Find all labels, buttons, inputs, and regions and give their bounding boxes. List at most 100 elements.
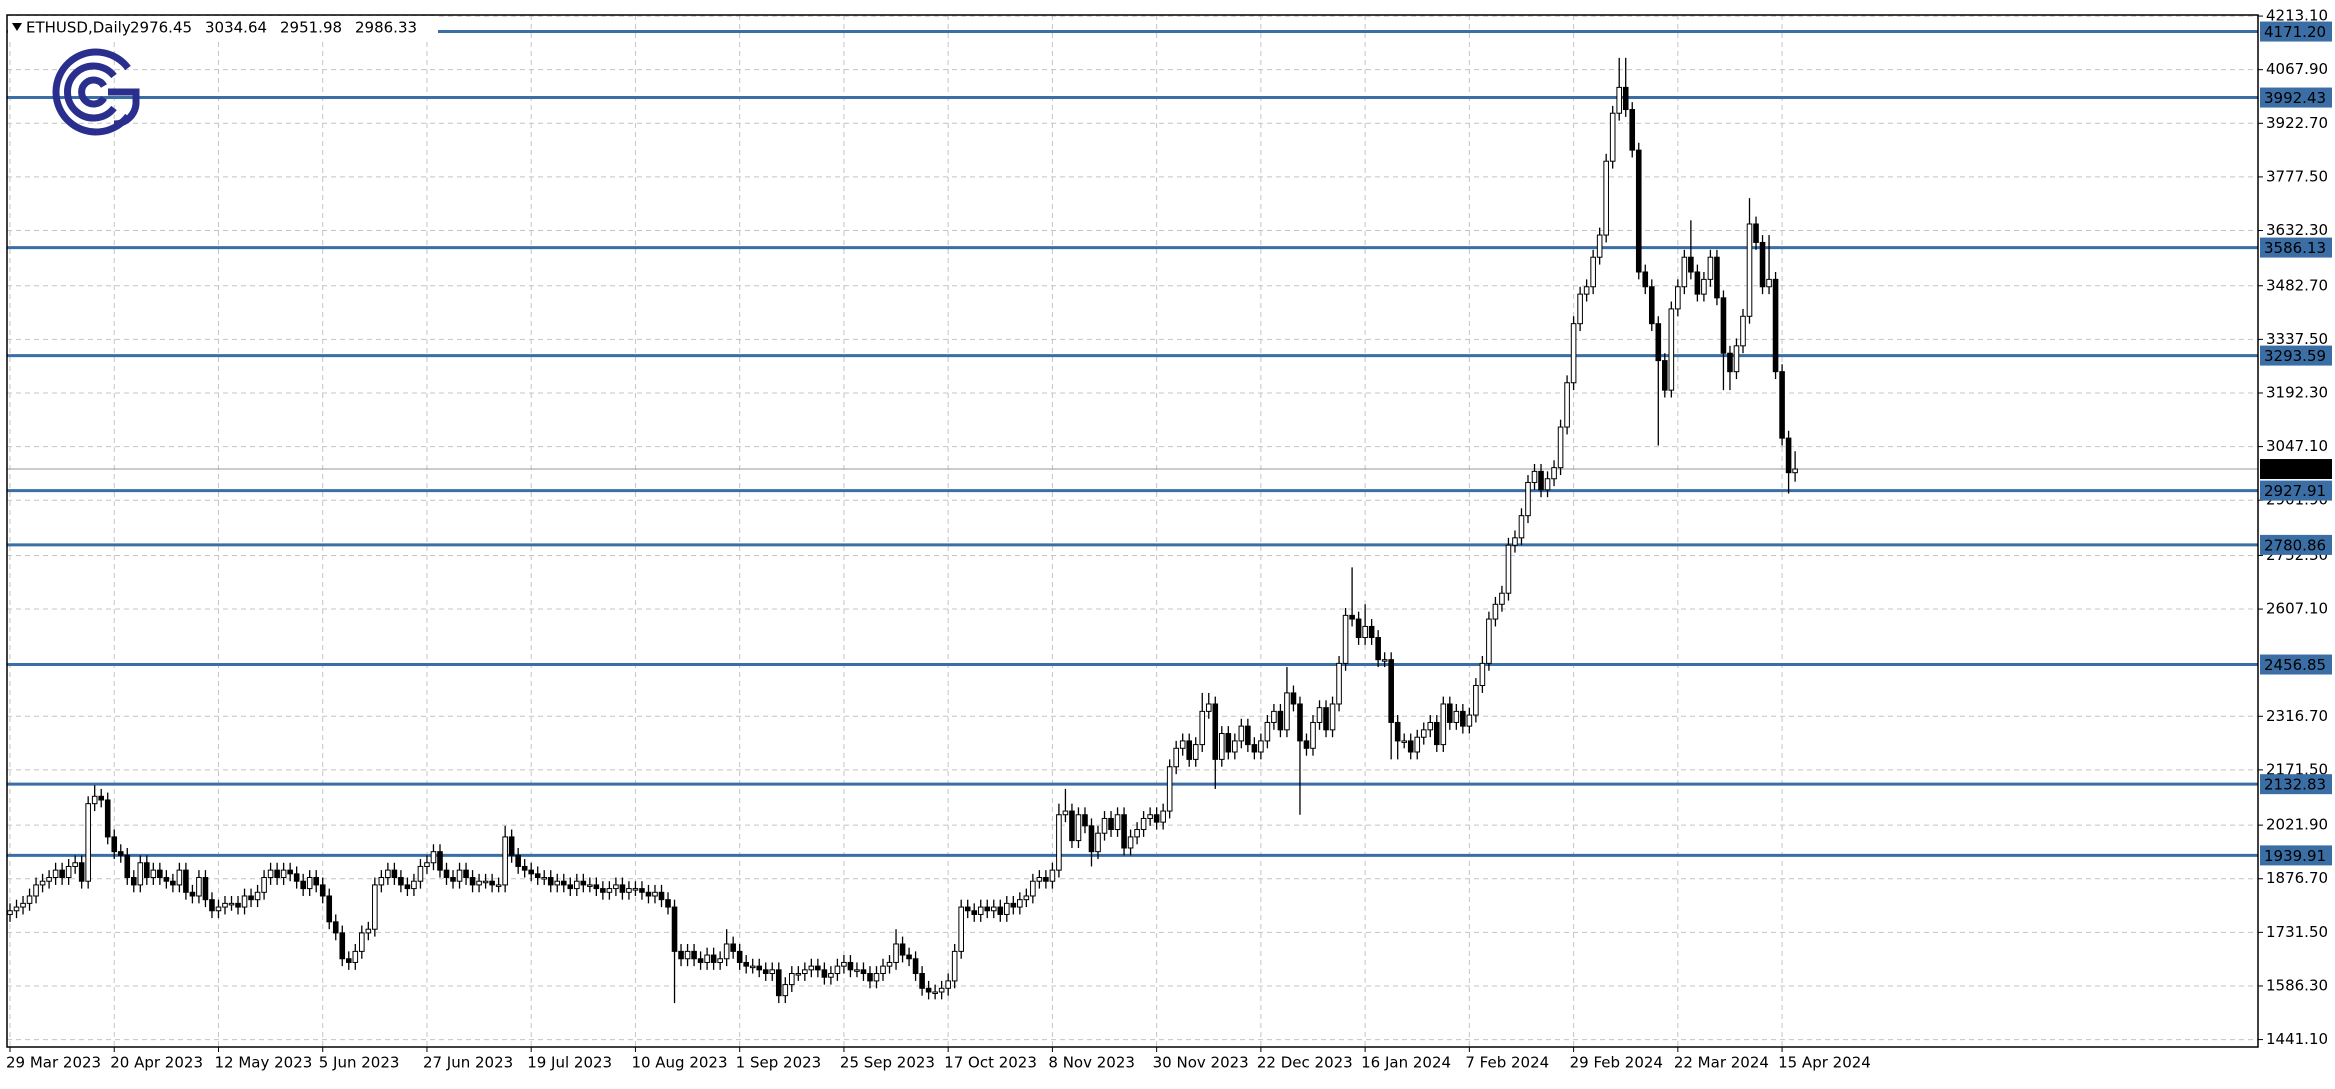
candle-body — [124, 854, 131, 879]
candle-body — [1121, 814, 1127, 849]
candle-body — [1492, 603, 1499, 620]
candle-body — [606, 888, 613, 893]
candle-body — [437, 851, 443, 871]
candle-body — [1427, 721, 1434, 731]
candle-body — [261, 877, 267, 893]
candle-body — [508, 836, 515, 856]
candle-body — [424, 862, 430, 867]
candle-body — [802, 969, 808, 975]
candle-body — [1577, 293, 1583, 325]
candle-body — [1766, 278, 1772, 288]
candle-body — [1017, 899, 1023, 908]
candle-body — [1003, 902, 1010, 915]
candle-body — [1440, 703, 1447, 746]
candle-body — [365, 928, 372, 934]
candle-body — [1362, 625, 1368, 639]
candle-body — [1225, 733, 1232, 753]
candle-body — [1238, 725, 1245, 742]
candle-body — [1218, 733, 1225, 760]
candle-body — [385, 869, 391, 879]
candle-body — [482, 880, 489, 884]
candle-body — [743, 961, 749, 967]
candle-body — [1590, 256, 1596, 288]
candle-body — [1486, 618, 1492, 664]
y-tick-label: 1731.50 — [2266, 923, 2328, 941]
candle-body — [144, 862, 150, 879]
y-tick-label: 4213.10 — [2266, 7, 2328, 25]
candle-body — [130, 877, 137, 886]
candle-body — [1030, 880, 1036, 897]
y-tick-label: 3922.70 — [2266, 114, 2328, 132]
level-label-bg — [2260, 774, 2332, 795]
candle-body — [1714, 256, 1720, 299]
candle-body — [59, 869, 65, 879]
candle-body — [339, 932, 346, 960]
candle-body — [274, 869, 280, 879]
candle-body — [1153, 814, 1160, 823]
candle-body — [183, 869, 189, 893]
logo-outer-arc — [52, 48, 131, 136]
candle-body — [1082, 814, 1088, 827]
header-symbol: ETHUSD,Daily — [26, 19, 131, 37]
candle-body — [46, 877, 52, 882]
candle-body — [1505, 544, 1512, 594]
candle-body — [189, 891, 196, 897]
candle-body — [1596, 234, 1603, 258]
candle-body — [1538, 470, 1544, 491]
candle-body — [326, 895, 333, 923]
candle-body — [1460, 710, 1466, 727]
y-tick-label: 3777.50 — [2266, 167, 2328, 185]
candle-body — [104, 799, 111, 838]
candle-body — [828, 973, 834, 978]
candle-body — [391, 869, 398, 879]
candle-body — [280, 869, 287, 879]
candle-body — [209, 899, 215, 912]
last-price-bg — [2260, 459, 2332, 480]
candle-body — [332, 921, 339, 934]
candle-body — [886, 961, 893, 967]
candle-body — [287, 869, 293, 875]
candle-body — [938, 987, 945, 993]
x-tick-label: 12 May 2023 — [214, 1054, 312, 1072]
candle-body — [1212, 703, 1219, 760]
header-arrow[interactable] — [12, 23, 22, 31]
candle-body — [958, 906, 964, 952]
x-tick-label: 30 Nov 2023 — [1153, 1054, 1249, 1072]
candle-body — [1635, 149, 1642, 273]
candle-body — [1603, 160, 1609, 236]
candle-body — [1349, 614, 1355, 620]
y-tick-label: 2316.70 — [2266, 707, 2328, 725]
candle-body — [85, 803, 91, 882]
candle-body — [717, 958, 723, 963]
y-tick-label: 3047.10 — [2266, 437, 2328, 455]
candle-body — [398, 877, 404, 886]
candle-body — [1564, 382, 1570, 428]
candle-body — [1701, 278, 1707, 295]
candle-body — [1271, 710, 1277, 723]
candle-body — [91, 795, 98, 805]
candle-body — [1401, 740, 1408, 743]
header-high: 3034.64 — [205, 19, 267, 37]
candle-body — [1095, 832, 1101, 853]
candle-body — [1277, 710, 1284, 731]
candle-body — [306, 877, 313, 890]
candle-body — [235, 902, 241, 908]
candle-body — [359, 932, 365, 952]
candle-body — [984, 906, 991, 912]
candle-body — [997, 906, 1004, 915]
y-tick-label: 1441.10 — [2266, 1030, 2328, 1048]
candle-body — [645, 891, 652, 897]
level-label-bg — [2260, 21, 2332, 42]
y-tick-label: 2607.10 — [2266, 600, 2328, 618]
candle-body — [1186, 740, 1193, 760]
candle-body — [541, 877, 548, 880]
candle-body — [587, 884, 593, 887]
candle-body — [1694, 271, 1701, 295]
candle-body — [241, 895, 248, 908]
candle-body — [704, 954, 710, 963]
candle-body — [137, 862, 144, 886]
candle-body — [1570, 323, 1577, 384]
x-tick-label: 22 Dec 2023 — [1257, 1054, 1353, 1072]
candle-body — [1707, 256, 1714, 280]
